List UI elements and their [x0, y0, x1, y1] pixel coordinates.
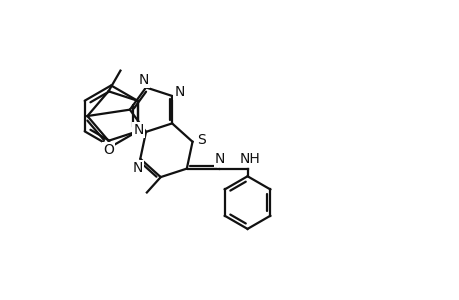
Text: N: N	[139, 73, 149, 87]
Text: N: N	[214, 152, 224, 166]
Text: N: N	[133, 123, 143, 137]
Text: N: N	[133, 161, 143, 175]
Text: O: O	[103, 143, 114, 157]
Text: S: S	[197, 133, 206, 147]
Text: N: N	[174, 85, 185, 99]
Text: NH: NH	[239, 152, 260, 166]
